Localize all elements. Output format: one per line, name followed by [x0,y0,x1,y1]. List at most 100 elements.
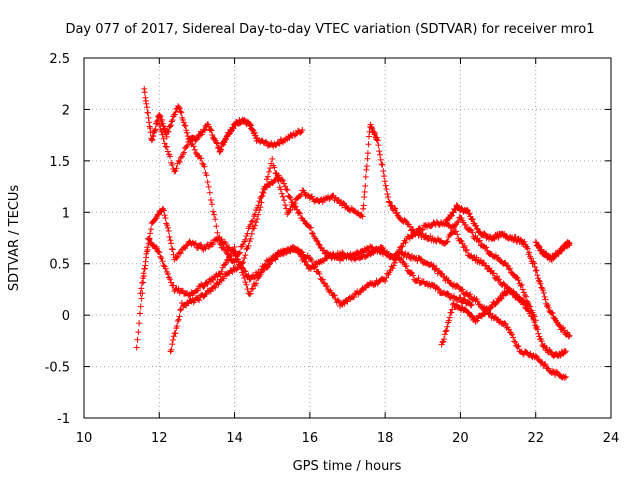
data-point [198,242,205,249]
data-point [204,280,211,287]
data-point [183,143,190,150]
data-point [399,243,406,250]
data-point [562,373,569,380]
data-point [233,266,240,273]
data-point [200,283,207,290]
data-point [175,104,182,111]
data-point [385,198,392,205]
data-point [168,246,175,253]
data-point [445,277,452,284]
data-point [561,374,568,381]
data-point [380,168,387,175]
data-point [243,233,250,240]
data-point [248,230,255,237]
data-point [169,336,176,343]
data-point [519,286,526,293]
data-point [144,110,151,117]
data-point [360,202,367,209]
data-point [525,299,532,306]
data-point [212,284,219,291]
data-point [543,344,550,351]
data-point [445,291,452,298]
data-point [459,286,466,293]
data-point [153,243,160,250]
data-point [213,223,220,230]
data-point [359,213,366,220]
data-point [271,164,278,171]
data-point [423,232,430,239]
data-point [278,190,285,197]
data-point [523,293,530,300]
x-tick-label: 14 [226,431,243,446]
data-point [177,307,184,314]
data-point [534,326,541,333]
data-point [501,320,508,327]
data-point [149,136,156,143]
data-point [458,205,465,212]
data-point [277,186,284,193]
data-point [328,255,335,262]
data-point [309,193,316,200]
data-point [382,278,389,285]
data-point [212,216,219,223]
data-point [157,126,164,133]
data-point [410,226,417,233]
x-tick-label: 18 [377,431,394,446]
chart-title: Day 077 of 2017, Sidereal Day-to-day VTE… [65,22,594,37]
data-point [238,264,245,271]
data-point [409,233,416,240]
data-point [511,338,518,345]
data-point [453,228,460,235]
data-point [299,249,306,256]
data-point [545,304,552,311]
data-point [161,212,168,219]
data-point [486,311,493,318]
data-point [183,129,190,136]
data-point [434,285,441,292]
data-point [428,222,435,229]
data-point [384,191,391,198]
data-point [461,296,468,303]
data-point [475,238,482,245]
data-point [279,193,286,200]
data-point [441,336,448,343]
data-point [162,215,169,222]
data-point [245,242,252,249]
data-point [136,320,143,327]
data-point [275,140,282,147]
data-point [309,258,316,265]
data-point [255,211,262,218]
data-point [532,267,539,274]
data-point [503,262,510,269]
data-point [246,291,253,298]
data-point [390,262,397,269]
data-point [430,262,437,269]
data-point [137,303,144,310]
data-point [379,161,386,168]
data-point [161,140,168,147]
data-point [521,238,528,245]
data-point [160,207,167,214]
data-point [165,227,172,234]
data-point [385,271,392,278]
data-point [136,310,143,317]
data-point [204,179,211,186]
data-point [483,244,490,251]
data-point [518,281,525,288]
data-point [240,271,247,278]
data-point [165,128,172,135]
data-point [206,189,213,196]
y-tick-label: -1 [57,412,70,427]
data-point [208,201,215,208]
data-point [273,254,280,261]
data-point [535,242,542,249]
data-point [410,272,417,279]
data-point [320,280,327,287]
data-point [363,252,370,259]
data-point [158,116,165,123]
data-point [442,219,449,226]
data-point [182,123,189,130]
data-point [168,240,175,247]
data-point [208,241,215,248]
data-point [544,302,551,309]
